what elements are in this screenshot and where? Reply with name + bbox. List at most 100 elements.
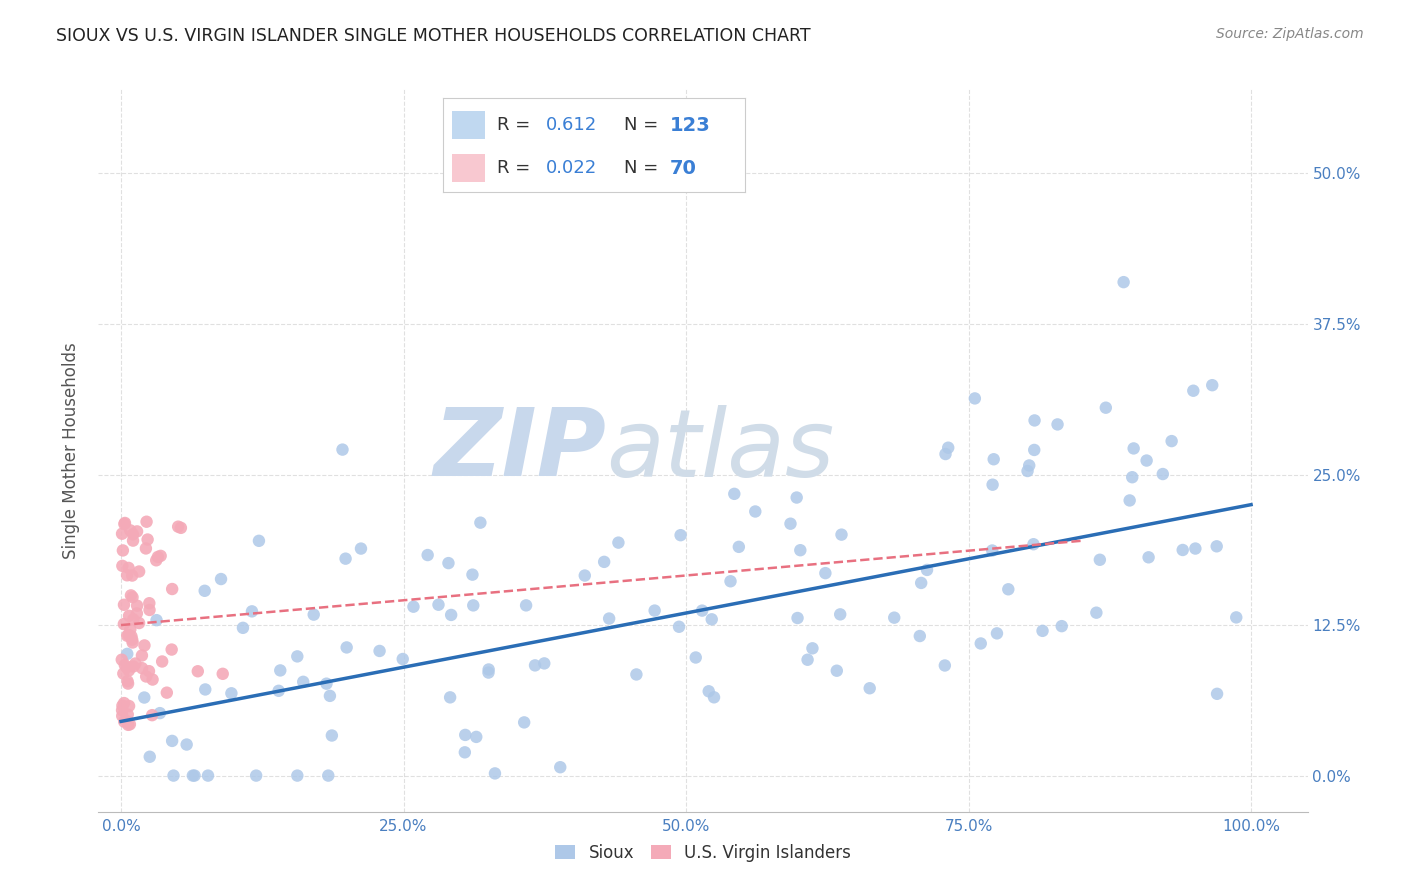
Point xyxy=(335,551,357,566)
Point xyxy=(1201,378,1223,392)
Point xyxy=(183,769,205,783)
Point xyxy=(285,769,308,783)
Point xyxy=(548,760,571,774)
Point xyxy=(427,598,450,612)
Point xyxy=(122,612,145,626)
Point xyxy=(112,714,135,729)
Point xyxy=(160,734,183,748)
Point xyxy=(118,698,141,713)
Point xyxy=(118,664,141,678)
Point xyxy=(112,696,135,710)
Point xyxy=(336,640,359,655)
Point xyxy=(454,728,477,742)
Point xyxy=(240,604,263,618)
Point xyxy=(533,657,555,671)
Point xyxy=(915,563,938,577)
Point xyxy=(515,599,537,613)
Point xyxy=(111,698,134,713)
Point xyxy=(117,676,139,690)
Point xyxy=(690,604,713,618)
Point xyxy=(115,629,138,643)
Point xyxy=(122,527,145,541)
Point xyxy=(135,669,157,683)
Point xyxy=(1160,434,1182,448)
Point xyxy=(814,566,837,581)
Point xyxy=(124,657,146,671)
Point xyxy=(644,604,666,618)
Point xyxy=(142,673,165,687)
Point xyxy=(789,543,811,558)
Point xyxy=(121,635,143,649)
Point xyxy=(727,540,749,554)
Point xyxy=(477,665,499,680)
Point xyxy=(997,582,1019,597)
Point xyxy=(149,706,172,720)
Point xyxy=(136,533,159,547)
Point xyxy=(118,717,141,731)
Point xyxy=(135,541,157,556)
Point xyxy=(121,568,143,582)
Point xyxy=(141,708,163,723)
Text: R =: R = xyxy=(498,116,536,135)
Text: N =: N = xyxy=(624,160,664,178)
Point xyxy=(1137,550,1160,565)
Point xyxy=(1184,541,1206,556)
Point xyxy=(598,611,620,625)
Point xyxy=(167,519,190,533)
Point xyxy=(292,674,315,689)
Point xyxy=(831,527,853,541)
Point xyxy=(135,515,157,529)
Point xyxy=(160,582,183,596)
Point xyxy=(1088,553,1111,567)
Point xyxy=(112,666,135,681)
Point xyxy=(465,730,488,744)
Point xyxy=(720,574,742,589)
Point xyxy=(269,664,291,678)
Point xyxy=(162,769,184,783)
Point xyxy=(145,553,167,567)
Point xyxy=(574,568,596,582)
Point xyxy=(883,610,905,624)
Point xyxy=(416,548,439,562)
Point xyxy=(796,653,818,667)
Point xyxy=(120,524,142,538)
Point xyxy=(1225,610,1247,624)
Point xyxy=(122,533,145,548)
Point xyxy=(176,738,198,752)
Point xyxy=(1017,464,1039,478)
Text: R =: R = xyxy=(498,160,536,178)
Point xyxy=(607,535,630,549)
Point xyxy=(626,667,648,681)
Point xyxy=(146,549,169,564)
Point xyxy=(115,568,138,582)
Point xyxy=(463,599,485,613)
Point xyxy=(700,612,723,626)
Point xyxy=(1095,401,1118,415)
Point xyxy=(1022,537,1045,551)
Point xyxy=(1152,467,1174,481)
Point xyxy=(513,715,536,730)
Point xyxy=(131,661,153,675)
Point xyxy=(245,769,267,783)
Point xyxy=(439,690,461,705)
Point xyxy=(908,629,931,643)
Point xyxy=(801,641,824,656)
Point xyxy=(117,647,139,661)
Text: atlas: atlas xyxy=(606,405,835,496)
Point xyxy=(440,607,463,622)
Point xyxy=(211,666,233,681)
Text: SIOUX VS U.S. VIRGIN ISLANDER SINGLE MOTHER HOUSEHOLDS CORRELATION CHART: SIOUX VS U.S. VIRGIN ISLANDER SINGLE MOT… xyxy=(56,27,811,45)
Point xyxy=(986,626,1008,640)
Point xyxy=(149,549,172,563)
Point xyxy=(156,686,179,700)
Point xyxy=(247,533,270,548)
Y-axis label: Single Mother Households: Single Mother Households xyxy=(62,343,80,558)
Point xyxy=(1024,442,1046,457)
Point xyxy=(1018,458,1040,473)
Point xyxy=(963,392,986,406)
Point xyxy=(209,572,232,586)
Point xyxy=(437,556,460,570)
Point xyxy=(197,769,219,783)
Point xyxy=(703,690,725,705)
Point xyxy=(121,632,143,647)
